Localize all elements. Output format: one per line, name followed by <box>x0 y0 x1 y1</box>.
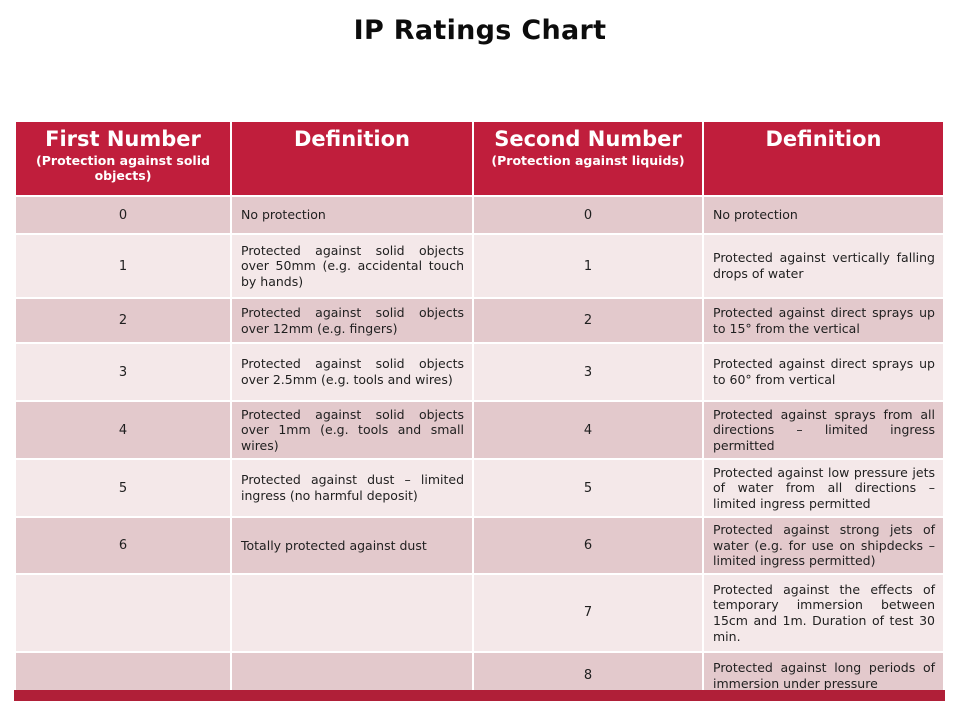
footer-accent-bar <box>14 690 945 701</box>
header-definition-liquids: Definition <box>704 122 943 195</box>
definition-cell: Protected against direct sprays up to 15… <box>704 299 943 342</box>
table-body: 0 No protection 0 No protection 1 Protected a… <box>16 197 943 699</box>
table-row: 7 Protected against the effects of tempor… <box>16 574 943 651</box>
definition-cell: Totally protected against dust <box>232 518 472 573</box>
table-row: 2 Protected against solid objects over 12… <box>16 299 943 342</box>
rating-number-cell: 5 <box>474 460 702 516</box>
definition-cell: Protected against low pressure jets of w… <box>704 460 943 516</box>
definition-cell: Protected against the effects of tempora… <box>704 574 943 651</box>
page-title: IP Ratings Chart <box>353 15 607 46</box>
header-subtitle: (Protection against liquids) <box>491 153 685 169</box>
header-first-number: First Number (Protection against solid o… <box>16 122 230 195</box>
header-title: Second Number <box>494 127 682 151</box>
header-title: Definition <box>765 127 882 151</box>
rating-number-cell: 4 <box>16 402 230 458</box>
rating-number-cell: 2 <box>474 299 702 342</box>
definition-cell: Protected against solid objects over 12m… <box>232 299 472 342</box>
header-definition-solids: Definition <box>232 122 472 195</box>
table-row: 3 Protected against solid objects over 2.… <box>16 344 943 400</box>
rating-number-cell: 3 <box>474 344 702 400</box>
table-row: 0 No protection 0 No protection <box>16 197 943 233</box>
rating-number-cell: 2 <box>16 299 230 342</box>
definition-cell: Protected against sprays from all direct… <box>704 402 943 458</box>
rating-number-cell: 6 <box>16 518 230 573</box>
definition-cell: Protected against solid objects over 50m… <box>232 235 472 297</box>
rating-number-cell: 0 <box>16 197 230 233</box>
table-row: 4 Protected against solid objects over 1m… <box>16 402 943 458</box>
definition-cell: Protected against vertically falling dro… <box>704 235 943 297</box>
table-row: 1 Protected against solid objects over 50… <box>16 235 943 297</box>
rating-number-cell: 5 <box>16 460 230 516</box>
definition-cell: No protection <box>232 197 472 233</box>
header-title: First Number <box>45 127 201 151</box>
rating-number-cell <box>16 574 230 651</box>
header-second-number: Second Number (Protection against liquid… <box>474 122 702 195</box>
rating-number-cell: 7 <box>474 574 702 651</box>
table-header: First Number (Protection against solid o… <box>16 122 943 195</box>
definition-cell <box>232 574 472 651</box>
definition-cell: Protected against solid objects over 1mm… <box>232 402 472 458</box>
definition-cell: No protection <box>704 197 943 233</box>
table-row: 5 Protected against dust – limited ingres… <box>16 460 943 516</box>
rating-number-cell: 3 <box>16 344 230 400</box>
definition-cell: Protected against solid objects over 2.5… <box>232 344 472 400</box>
definition-cell: Protected against strong jets of water (… <box>704 518 943 573</box>
rating-number-cell: 0 <box>474 197 702 233</box>
rating-number-cell: 6 <box>474 518 702 573</box>
header-title: Definition <box>293 127 410 151</box>
header-subtitle: (Protection against solid objects) <box>36 153 210 184</box>
rating-number-cell: 4 <box>474 402 702 458</box>
ip-ratings-table: First Number (Protection against solid o… <box>14 120 945 701</box>
definition-cell: Protected against direct sprays up to 60… <box>704 344 943 400</box>
rating-number-cell: 1 <box>16 235 230 297</box>
table-row: 6 Totally protected against dust 6 Protecte… <box>16 518 943 573</box>
definition-cell: Protected against dust – limited ingress… <box>232 460 472 516</box>
rating-number-cell: 1 <box>474 235 702 297</box>
header-row: First Number (Protection against solid o… <box>16 122 943 195</box>
